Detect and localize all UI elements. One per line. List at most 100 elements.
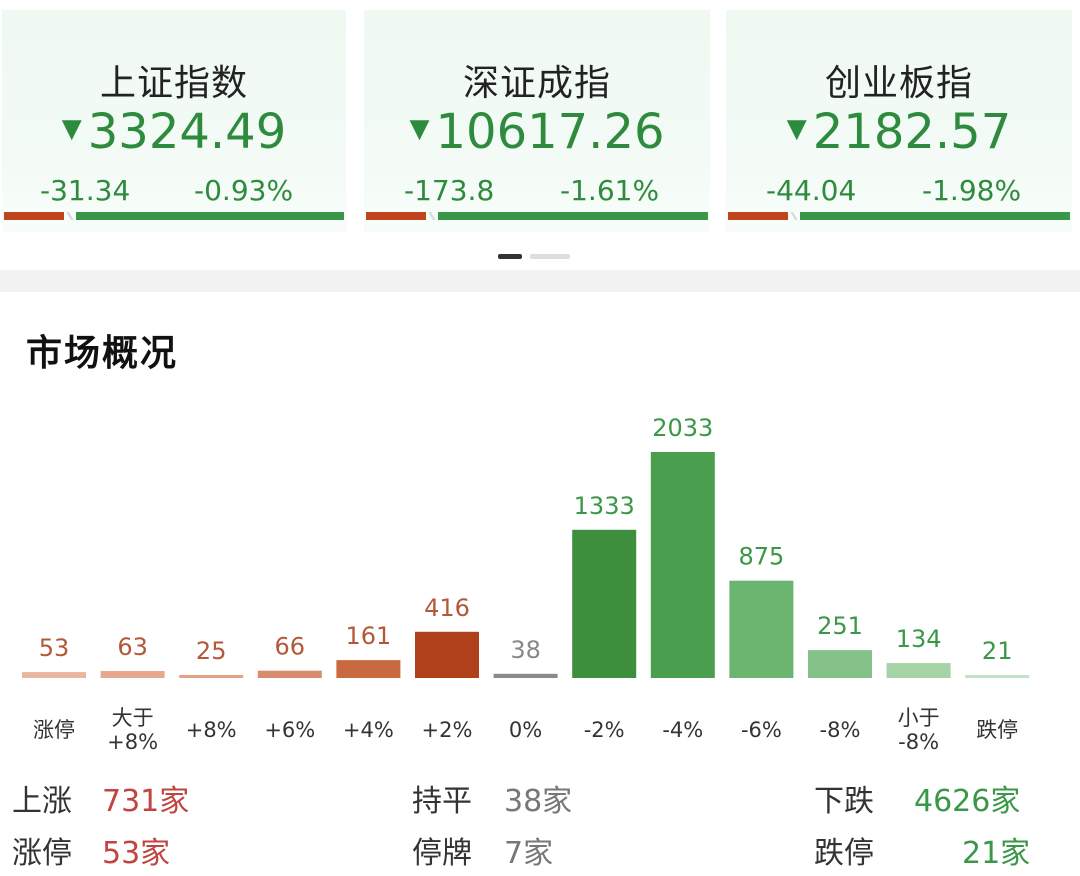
bar-value-label: 38 bbox=[510, 636, 541, 664]
index-change: -173.8 bbox=[404, 174, 495, 207]
summary-suspended: 停牌 7家 bbox=[412, 828, 553, 872]
category-label: -4% bbox=[643, 718, 723, 742]
index-value: 10617.26 bbox=[435, 104, 665, 160]
summary-down: 下跌 4626家 bbox=[814, 776, 1020, 820]
up-down-ratio-bar bbox=[728, 212, 1070, 220]
up-down-ratio-bar bbox=[4, 212, 344, 220]
summary-limit-down: 跌停 21家 bbox=[814, 828, 1030, 872]
bar-value-label: 875 bbox=[738, 543, 784, 571]
section-title: 市场概况 bbox=[26, 333, 179, 374]
market-distribution-chart: 53 63 25 66 161 416 38 1333 2033 875 251 134 21 bbox=[22, 414, 1030, 678]
category-label-line: 跌停 bbox=[976, 718, 1019, 742]
down-arrow-icon: ▼ bbox=[409, 114, 430, 144]
category-label: 0% bbox=[486, 718, 566, 742]
summary-label: 跌停 bbox=[814, 836, 874, 871]
pager-dot[interactable] bbox=[530, 254, 570, 259]
market-summary: 上涨 731家 涨停 53家 持平 38家 停牌 7家 下跌 4626家 跌停 … bbox=[0, 776, 1080, 876]
index-name: 上证指数 bbox=[99, 63, 248, 104]
bar bbox=[572, 529, 637, 678]
category-label: 跌停 bbox=[957, 718, 1037, 742]
summary-label: 停牌 bbox=[412, 836, 472, 871]
bar bbox=[257, 670, 322, 678]
bar-value-label: 2033 bbox=[652, 414, 713, 442]
bar-value-label: 161 bbox=[345, 622, 391, 650]
bar-value-label: 21 bbox=[982, 637, 1013, 665]
bar bbox=[965, 675, 1030, 678]
chart-category-labels: 涨停 大于 +8% +8% +6% +4% +2% 0% -2% -4% -6% -8% 小于 -8% 跌停 bbox=[0, 706, 1080, 766]
summary-value: 21家 bbox=[962, 836, 1031, 871]
index-price: ▼ 3324.49 bbox=[2, 104, 346, 160]
summary-label: 下跌 bbox=[814, 784, 874, 819]
carousel-pager[interactable] bbox=[0, 254, 1080, 260]
index-card-shenzhen[interactable]: 深证成指 ▼ 10617.26 -173.8 -1.61% bbox=[364, 10, 710, 232]
bar bbox=[729, 580, 794, 678]
category-label-line: +6% bbox=[264, 718, 316, 742]
category-label-line: 大于 bbox=[111, 706, 154, 730]
bar-value-label: 53 bbox=[39, 634, 70, 662]
summary-value: 53家 bbox=[102, 836, 171, 871]
category-label-line: 小于 bbox=[897, 706, 940, 730]
index-card-chinext[interactable]: 创业板指 ▼ 2182.57 -44.04 -1.98% bbox=[726, 10, 1072, 232]
category-label: -8% bbox=[800, 718, 880, 742]
down-arrow-icon: ▼ bbox=[61, 114, 82, 144]
index-change: -44.04 bbox=[766, 174, 857, 207]
summary-value: 731家 bbox=[102, 784, 190, 819]
bar bbox=[336, 660, 401, 678]
bar-value-label: 66 bbox=[275, 633, 306, 661]
bar bbox=[100, 671, 165, 678]
bar bbox=[650, 452, 715, 678]
section-divider bbox=[0, 270, 1080, 292]
category-label-line: -6% bbox=[740, 718, 782, 742]
category-label-line: -4% bbox=[662, 718, 704, 742]
index-name: 深证成指 bbox=[462, 63, 611, 104]
index-value: 3324.49 bbox=[87, 104, 287, 160]
summary-value: 4626家 bbox=[914, 784, 1021, 819]
category-label: -2% bbox=[564, 718, 644, 742]
category-label: -6% bbox=[721, 718, 801, 742]
up-down-ratio-bar bbox=[366, 212, 708, 220]
summary-up: 上涨 731家 bbox=[12, 776, 189, 820]
bar-value-label: 416 bbox=[424, 594, 470, 622]
summary-limit-up: 涨停 53家 bbox=[12, 828, 170, 872]
bar-value-label: 134 bbox=[896, 625, 942, 653]
index-percent: -1.98% bbox=[922, 174, 1022, 207]
index-price: ▼ 10617.26 bbox=[364, 104, 710, 160]
index-percent: -0.93% bbox=[194, 174, 294, 207]
summary-value: 7家 bbox=[504, 836, 554, 871]
summary-label: 涨停 bbox=[12, 836, 72, 871]
index-card-shanghai[interactable]: 上证指数 ▼ 3324.49 -31.34 -0.93% bbox=[2, 10, 346, 232]
bar-value-label: 63 bbox=[117, 633, 148, 661]
bar bbox=[179, 675, 244, 678]
bar bbox=[415, 631, 479, 678]
summary-value: 38家 bbox=[504, 784, 573, 819]
pager-dot-active[interactable] bbox=[498, 254, 522, 259]
bar bbox=[808, 650, 872, 678]
category-label: +6% bbox=[250, 718, 330, 742]
category-label: +4% bbox=[328, 718, 408, 742]
bar bbox=[493, 673, 558, 678]
summary-label: 持平 bbox=[412, 784, 472, 819]
category-label: 大于 +8% bbox=[93, 706, 173, 754]
index-change: -31.34 bbox=[40, 174, 131, 207]
index-price: ▼ 2182.57 bbox=[726, 104, 1072, 160]
category-label-line: 0% bbox=[508, 718, 543, 742]
category-label: +8% bbox=[171, 718, 251, 742]
category-label-line: +2% bbox=[421, 718, 473, 742]
category-label: +2% bbox=[407, 718, 487, 742]
category-label-line: 涨停 bbox=[33, 718, 75, 742]
bar-value-label: 1333 bbox=[574, 492, 635, 520]
index-percent: -1.61% bbox=[560, 174, 660, 207]
category-label-line: +8% bbox=[185, 718, 237, 742]
category-label-line: +8% bbox=[107, 730, 159, 754]
category-label: 涨停 bbox=[14, 718, 94, 742]
bar bbox=[886, 663, 951, 678]
bar-value-label: 25 bbox=[196, 637, 227, 665]
category-label-line: -8% bbox=[898, 730, 940, 754]
summary-flat: 持平 38家 bbox=[412, 776, 572, 820]
category-label-line: -2% bbox=[583, 718, 625, 742]
category-label-line: +4% bbox=[342, 718, 394, 742]
index-cards: 上证指数 ▼ 3324.49 -31.34 -0.93% 深证成指 ▼ 10617.… bbox=[0, 0, 1080, 236]
bar-value-label: 251 bbox=[817, 612, 863, 640]
down-arrow-icon: ▼ bbox=[786, 114, 807, 144]
bar bbox=[22, 672, 86, 678]
